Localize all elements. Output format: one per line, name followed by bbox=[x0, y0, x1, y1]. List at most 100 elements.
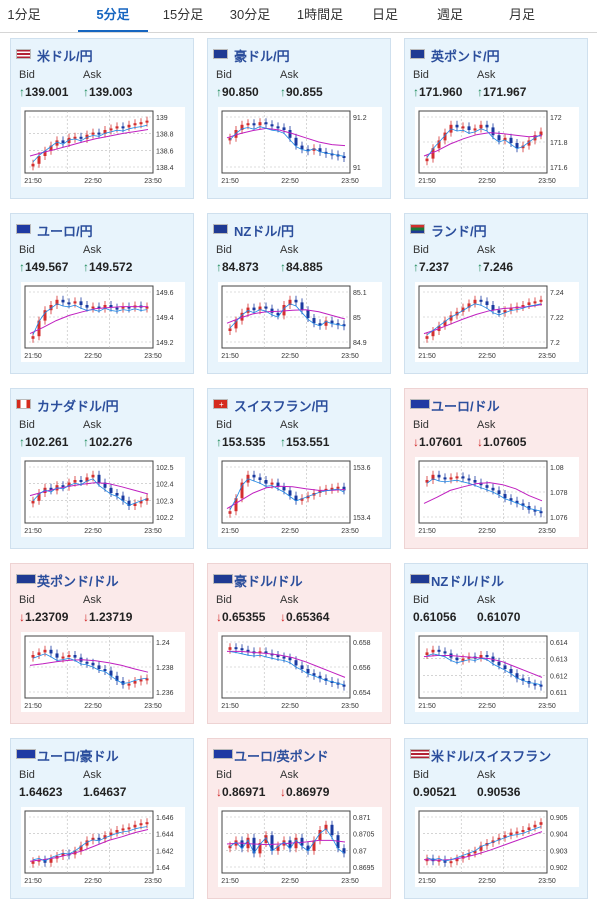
candle-body bbox=[127, 683, 131, 686]
candle-body bbox=[31, 336, 35, 339]
timeframe-tabs: 1分足 5分足 15分足 30分足 1時間足 日足 週足 月足 bbox=[0, 0, 597, 33]
candle-body bbox=[270, 482, 274, 485]
candle-body bbox=[533, 824, 537, 828]
candle-body bbox=[503, 137, 507, 141]
mini-candlestick-chart[interactable]: 0.871 0.8705 0.87 0.8695 21:50 22:50 23:50 bbox=[218, 807, 382, 887]
candle-body bbox=[115, 126, 119, 129]
pair-title-link[interactable]: 米ドル/円 bbox=[37, 49, 93, 64]
candle-body bbox=[539, 511, 543, 514]
short-moving-average-line bbox=[32, 826, 148, 862]
tab-4[interactable]: 30分足 bbox=[229, 7, 271, 22]
moving-average-line bbox=[29, 482, 149, 497]
candle-body bbox=[115, 675, 119, 681]
mini-candlestick-chart[interactable]: 91.2 91 21:50 22:50 23:50 bbox=[218, 107, 382, 187]
candle-body bbox=[139, 122, 143, 125]
tab-7[interactable]: 週足 bbox=[436, 7, 463, 22]
candle-body bbox=[145, 678, 149, 681]
pair-title-link[interactable]: ユーロ/英ポンド bbox=[234, 749, 329, 764]
tab-8[interactable]: 月足 bbox=[508, 7, 535, 22]
pair-title-link[interactable]: NZドル/ドル bbox=[431, 574, 504, 589]
y-tick-label: 1.236 bbox=[156, 690, 174, 697]
candle-body bbox=[97, 474, 101, 483]
pair-title-link[interactable]: NZドル/円 bbox=[234, 224, 294, 239]
candle-body bbox=[497, 310, 501, 313]
candle-body bbox=[294, 299, 298, 303]
y-tick-label: 0.8705 bbox=[353, 832, 375, 839]
moving-average-line bbox=[423, 482, 543, 504]
candle-body bbox=[61, 853, 65, 856]
x-tick-label: 22:50 bbox=[281, 878, 299, 885]
short-moving-average-line bbox=[426, 128, 542, 158]
candle-body bbox=[515, 673, 519, 679]
up-arrow-icon: ↑ bbox=[216, 435, 222, 449]
mini-candlestick-chart[interactable]: 0.658 0.656 0.654 21:50 22:50 23:50 bbox=[218, 632, 382, 712]
short-moving-average-line bbox=[229, 303, 345, 329]
candle-body bbox=[109, 128, 113, 131]
up-arrow-icon: ↑ bbox=[280, 260, 286, 274]
pair-title-link[interactable]: ランド/円 bbox=[431, 224, 487, 239]
mini-candlestick-chart[interactable]: 7.24 7.22 7.2 21:50 22:50 23:50 bbox=[415, 282, 579, 362]
pair-title-link[interactable]: ユーロ/豪ドル bbox=[37, 749, 119, 764]
mini-candlestick-chart[interactable]: 0.614 0.613 0.612 0.611 21:50 22:50 23:50 bbox=[415, 632, 579, 712]
x-tick-label: 21:50 bbox=[418, 703, 436, 710]
bid-price: 84.873 bbox=[222, 260, 259, 274]
mini-candlestick-chart[interactable]: 139 138.8 138.6 138.4 21:50 22:50 23:50 bbox=[21, 107, 185, 187]
rate-card: 英ポンド/円 Bid Ask ↑171.960 ↑171.967 172 171.8 171.… bbox=[404, 38, 588, 199]
tab-3[interactable]: 15分足 bbox=[162, 7, 204, 22]
candle-body bbox=[288, 840, 292, 849]
candle-body bbox=[324, 678, 328, 681]
y-tick-label: 1.238 bbox=[156, 665, 174, 672]
y-tick-label: 0.902 bbox=[550, 865, 568, 872]
y-tick-label: 0.904 bbox=[550, 832, 568, 839]
pair-title-link[interactable]: 米ドル/スイスフラン bbox=[431, 749, 552, 764]
candle-body bbox=[318, 148, 322, 152]
pair-title-link[interactable]: スイスフラン/円 bbox=[234, 399, 329, 414]
candle-body bbox=[437, 859, 441, 862]
candle-body bbox=[37, 320, 41, 337]
pair-title-link[interactable]: 豪ドル/円 bbox=[234, 49, 290, 64]
x-tick-label: 22:50 bbox=[478, 528, 496, 535]
pair-title-link[interactable]: ユーロ/ドル bbox=[431, 399, 500, 414]
pair-title-link[interactable]: ユーロ/円 bbox=[37, 224, 93, 239]
mini-candlestick-chart[interactable]: 85.1 85 84.9 21:50 22:50 23:50 bbox=[218, 282, 382, 362]
rate-card: 米ドル/スイスフラン Bid Ask 0.90521 0.90536 0.905 0.904… bbox=[404, 738, 588, 899]
candle-body bbox=[473, 850, 477, 854]
ask-label: Ask bbox=[477, 244, 496, 256]
y-tick-label: 1.646 bbox=[156, 815, 174, 822]
candle-body bbox=[264, 835, 268, 843]
candle-body bbox=[127, 500, 131, 506]
x-tick-label: 22:50 bbox=[478, 878, 496, 885]
ask-price: 139.003 bbox=[89, 85, 133, 99]
ask-price: 171.967 bbox=[483, 85, 527, 99]
mini-candlestick-chart[interactable]: 102.5 102.4 102.3 102.2 21:50 22:50 23:50 bbox=[21, 457, 185, 537]
candle-body bbox=[300, 302, 304, 311]
tab-1[interactable]: 1分足 bbox=[7, 7, 41, 22]
x-tick-label: 22:50 bbox=[84, 178, 102, 185]
bid-value: ↑171.960 bbox=[413, 85, 462, 99]
mini-candlestick-chart[interactable]: 149.6 149.4 149.2 21:50 22:50 23:50 bbox=[21, 282, 185, 362]
x-tick-label: 22:50 bbox=[84, 703, 102, 710]
tab-6[interactable]: 日足 bbox=[371, 7, 398, 22]
tab-5[interactable]: 1時間足 bbox=[296, 7, 344, 22]
mini-candlestick-chart[interactable]: 1.24 1.238 1.236 21:50 22:50 23:50 bbox=[21, 632, 185, 712]
y-tick-label: 153.4 bbox=[353, 515, 371, 522]
pair-title-link[interactable]: 英ポンド/円 bbox=[431, 49, 500, 64]
mini-candlestick-chart[interactable]: 172 171.8 171.6 21:50 22:50 23:50 bbox=[415, 107, 579, 187]
pair-title-link[interactable]: 豪ドル/ドル bbox=[234, 574, 303, 589]
mini-candlestick-chart[interactable]: 1.08 1.078 1.076 21:50 22:50 23:50 bbox=[415, 457, 579, 537]
tab-2[interactable]: 5分足 bbox=[78, 0, 148, 32]
y-tick-label: 149.6 bbox=[156, 290, 174, 297]
pair-title-link[interactable]: 英ポンド/ドル bbox=[37, 574, 119, 589]
mini-candlestick-chart[interactable]: 153.6 153.4 21:50 22:50 23:50 bbox=[218, 457, 382, 537]
candle-body bbox=[49, 858, 53, 863]
short-moving-average-line bbox=[426, 826, 542, 862]
ask-value: 1.64637 bbox=[83, 785, 126, 799]
pair-title-link[interactable]: カナダドル/円 bbox=[37, 399, 119, 414]
bid-label: Bid bbox=[216, 769, 232, 781]
candle-body bbox=[491, 487, 495, 491]
mini-candlestick-chart[interactable]: 1.646 1.644 1.642 1.64 21:50 22:50 23:50 bbox=[21, 807, 185, 887]
mini-candlestick-chart[interactable]: 0.905 0.904 0.903 0.902 21:50 22:50 23:50 bbox=[415, 807, 579, 887]
candle-body bbox=[527, 827, 531, 830]
candle-body bbox=[67, 302, 71, 305]
candle-body bbox=[97, 132, 101, 135]
